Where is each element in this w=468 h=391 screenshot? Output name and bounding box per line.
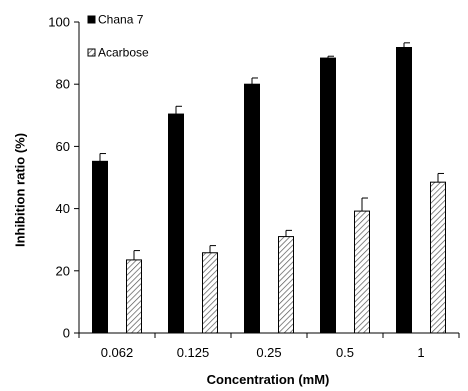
y-tick-label: 40	[56, 201, 70, 216]
y-tick-label: 0	[63, 326, 70, 341]
bar-acarbose	[354, 210, 370, 334]
y-axis-ticks: 0 20 40 60 80 100	[48, 15, 79, 341]
legend-label-chana7: Chana 7	[98, 13, 144, 27]
x-tick-label: 0.062	[101, 345, 134, 360]
y-tick-label: 20	[56, 263, 70, 278]
bar-chana7	[92, 160, 108, 334]
legend: Chana 7 Acarbose	[87, 13, 149, 60]
x-tick-label: 0.25	[256, 345, 281, 360]
y-axis-title: Inhibition ratio (%)	[12, 133, 27, 247]
bar-acarbose	[126, 259, 142, 334]
bar-acarbose	[202, 252, 218, 334]
legend-label-acarbose: Acarbose	[98, 46, 149, 60]
bar-chana7	[320, 57, 336, 334]
bar-series	[92, 42, 446, 334]
x-tick-label: 0.5	[336, 345, 354, 360]
bar-acarbose	[278, 236, 294, 334]
x-axis-title: Concentration (mM)	[207, 372, 330, 387]
x-tick-label: 0.125	[177, 345, 210, 360]
x-axis-ticks: 0.062 0.125 0.25 0.5 1	[78, 333, 460, 360]
legend-swatch-chana7	[87, 15, 96, 24]
bar-acarbose	[430, 181, 446, 334]
bar-chana7	[244, 83, 260, 334]
y-tick-label: 100	[48, 15, 70, 30]
bar-chana7	[168, 113, 184, 334]
y-tick-label: 60	[56, 139, 70, 154]
y-tick-label: 80	[56, 77, 70, 92]
bar-chana7	[396, 47, 412, 334]
legend-swatch-acarbose	[87, 48, 96, 57]
x-tick-label: 1	[417, 345, 424, 360]
